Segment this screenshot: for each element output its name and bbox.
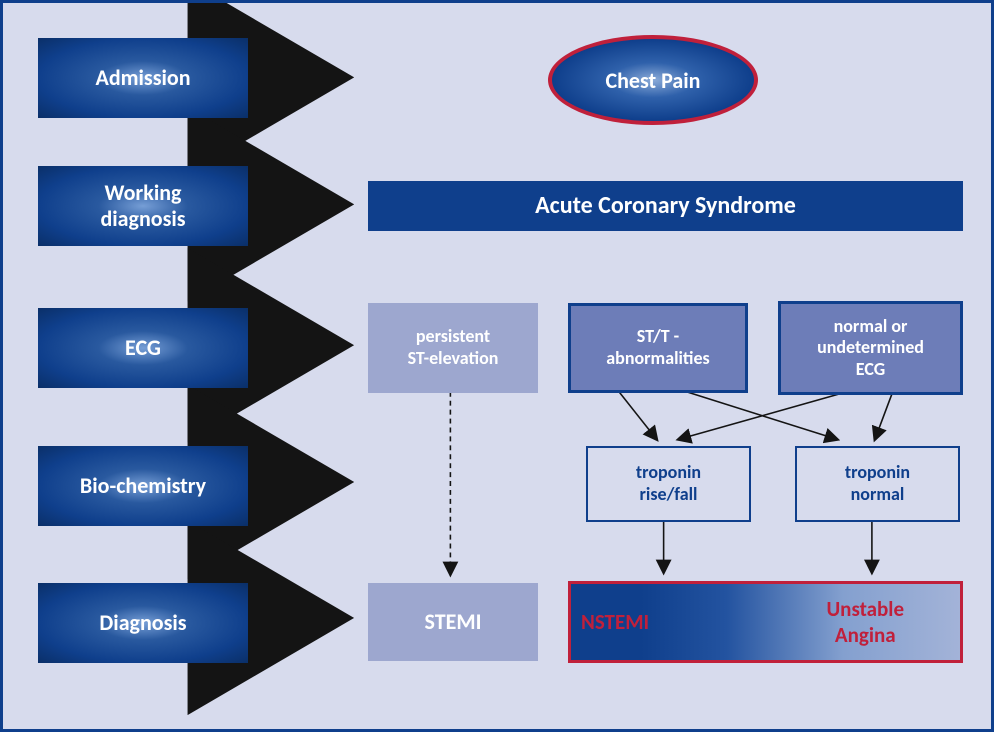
- diagnosis-unstable-angina: UnstableAngina: [771, 584, 961, 660]
- ecg-pst: persistentST-elevation: [368, 303, 538, 393]
- stage-ecg: ECG: [38, 308, 248, 388]
- diagnosis-stemi: STEMI: [368, 583, 538, 661]
- flowchart-canvas: Admission Workingdiagnosis ECG Bio-chemistr…: [0, 0, 994, 732]
- stage-working: Workingdiagnosis: [38, 166, 248, 246]
- stage-diagnosis: Diagnosis: [38, 583, 248, 663]
- stage-admission: Admission: [38, 38, 248, 118]
- bio-tropn: troponinnormal: [795, 446, 960, 522]
- acs-banner: Acute Coronary Syndrome: [368, 181, 963, 231]
- ecg-stt: ST/T -abnormalities: [568, 303, 748, 393]
- diagnosis-nstemi: NSTEMI: [571, 584, 771, 660]
- ecg-norm: normal orundeterminedECG: [778, 301, 963, 395]
- stage-biochem: Bio-chemistry: [38, 446, 248, 526]
- diagnosis-nstemi-ua: NSTEMIUnstableAngina: [568, 581, 963, 663]
- chest-pain-node: Chest Pain: [548, 35, 758, 125]
- bio-tropr: troponinrise/fall: [586, 446, 751, 522]
